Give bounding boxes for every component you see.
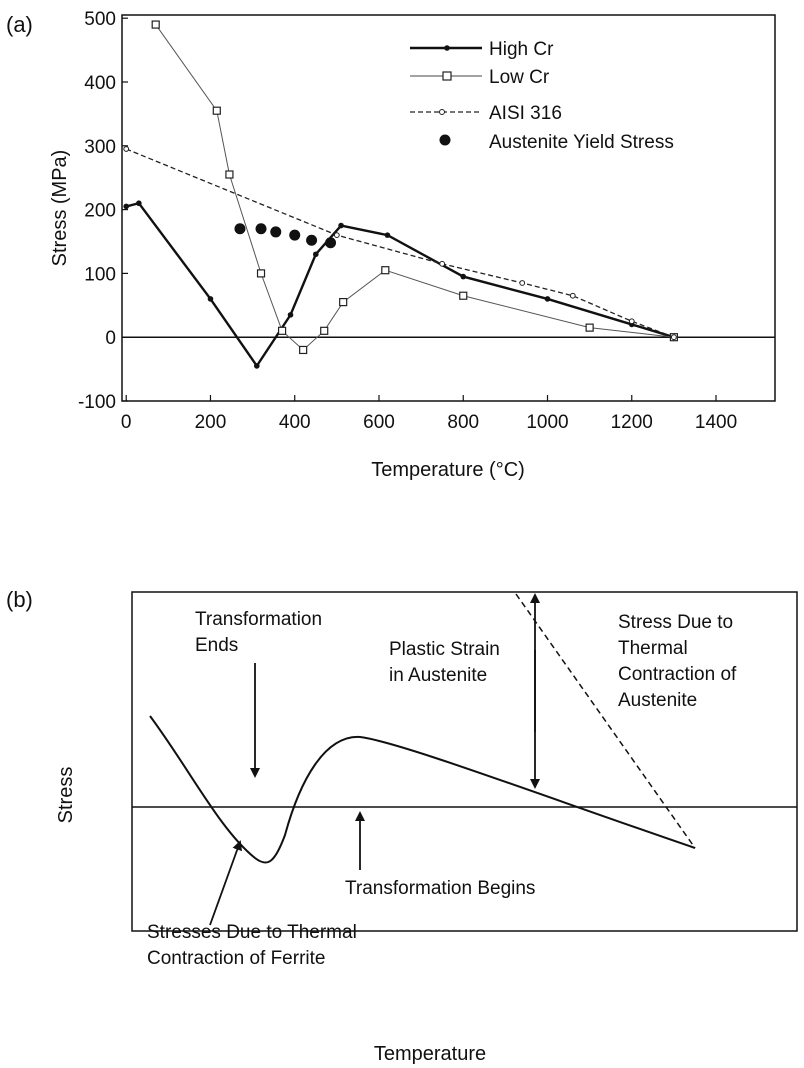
data-point-low-cr — [212, 106, 221, 115]
data-point-high-cr — [207, 296, 214, 302]
annotation-thermal-austenite-4: Austenite — [618, 690, 697, 711]
plot-area — [123, 20, 678, 369]
data-point-low-cr — [459, 291, 468, 300]
data-point-austenite-yield-stress — [270, 226, 282, 238]
panel-a-label: (a) — [6, 12, 33, 37]
series-low-cr — [151, 20, 678, 355]
data-point-aisi-316 — [628, 318, 635, 325]
data-point-aisi-316 — [439, 260, 446, 267]
y-tick-label: -100 — [78, 392, 116, 413]
annotation-plastic-strain-2: in Austenite — [389, 665, 487, 686]
annotation-thermal-austenite-2: Thermal — [618, 638, 688, 659]
x-tick-label: 800 — [447, 412, 479, 433]
legend-aisi-316-marker — [439, 109, 445, 115]
data-point-austenite-yield-stress — [306, 234, 318, 246]
legend-low-cr: Low Cr — [489, 67, 550, 88]
series-line-low-cr — [155, 24, 674, 351]
panel-a-frame — [121, 14, 776, 402]
panel-b-label: (b) — [6, 587, 33, 612]
panel-b-frame — [131, 591, 798, 932]
data-point-low-cr — [585, 323, 594, 332]
legend-aisi-316: AISI 316 — [489, 103, 562, 124]
data-point-high-cr — [136, 200, 142, 207]
y-axis: -100 0 100 200 300 400 500 — [78, 9, 128, 413]
data-point-low-cr — [339, 298, 348, 307]
data-point-high-cr — [384, 232, 391, 238]
data-point-high-cr — [123, 203, 130, 210]
data-point-aisi-316 — [123, 146, 130, 152]
annotation-thermal-ferrite-2: Contraction of Ferrite — [147, 948, 325, 969]
y-tick-label: 400 — [84, 73, 116, 94]
legend-high-cr: High Cr — [489, 39, 554, 60]
annotation-transformation-ends-1: Transformation — [195, 609, 322, 630]
data-point-low-cr — [225, 170, 234, 179]
data-point-low-cr — [151, 20, 160, 29]
data-point-low-cr — [256, 269, 266, 278]
data-point-aisi-316 — [569, 292, 576, 299]
data-point-high-cr — [338, 222, 344, 229]
data-point-high-cr — [460, 273, 467, 280]
legend: High Cr Low Cr AISI 316 Austenite Yield … — [410, 39, 674, 153]
panel-b-y-axis-title: Stress — [55, 767, 77, 824]
x-tick-label: 0 — [121, 412, 132, 433]
data-point-low-cr — [277, 326, 287, 335]
y-tick-label: 300 — [84, 137, 116, 158]
data-point-austenite-yield-stress — [289, 229, 301, 241]
y-tick-label: 0 — [105, 328, 116, 349]
panel-b: (b) Transformation Ends Plastic Strain i… — [6, 587, 798, 1065]
annotation-transformation-ends-2: Ends — [195, 635, 238, 656]
x-tick-label: 600 — [363, 412, 395, 433]
annotation-transformation-begins: Transformation Begins — [345, 878, 535, 899]
data-point-low-cr — [320, 326, 329, 335]
data-point-austenite-yield-stress — [255, 223, 267, 235]
annotation-thermal-ferrite-1: Stresses Due to Thermal — [147, 922, 357, 943]
ferrite-contraction-arrow — [209, 840, 242, 926]
x-tick-label: 200 — [195, 412, 227, 433]
stress-curve — [149, 715, 696, 864]
y-axis-title: Stress (MPa) — [49, 150, 71, 267]
legend-austenite-yield: Austenite Yield Stress — [489, 132, 674, 153]
series-high-cr — [123, 200, 677, 369]
series-line-high-cr — [125, 201, 675, 369]
series-aisi-316 — [123, 146, 677, 341]
legend-high-cr-marker — [444, 45, 450, 51]
panel-a: (a) 0 200 400 600 800 1000 1200 1400 -100010020… — [6, 9, 776, 481]
data-point-austenite-yield-stress — [234, 223, 246, 235]
data-point-aisi-316 — [519, 280, 526, 286]
legend-low-cr-marker — [442, 71, 452, 81]
y-tick-label: 200 — [84, 201, 116, 222]
legend-austenite-yield-marker — [439, 134, 451, 146]
data-point-low-cr — [299, 345, 308, 355]
y-tick-label: 500 — [84, 9, 116, 30]
data-point-low-cr — [381, 266, 390, 275]
data-point-high-cr — [312, 251, 319, 258]
series-austenite-yield-stress — [234, 223, 337, 249]
data-point-high-cr — [287, 312, 294, 318]
y-tick-label: 100 — [84, 264, 116, 285]
x-tick-label: 1200 — [611, 412, 653, 433]
x-axis: 0 200 400 600 800 1000 1200 1400 — [121, 395, 737, 433]
data-point-aisi-316 — [670, 334, 677, 341]
x-tick-label: 400 — [279, 412, 311, 433]
data-point-high-cr — [544, 296, 551, 302]
annotation-thermal-austenite-3: Contraction of — [618, 664, 737, 685]
annotation-thermal-austenite-1: Stress Due to — [618, 612, 733, 633]
data-point-aisi-316 — [333, 232, 340, 239]
panel-b-x-axis-title: Temperature — [374, 1043, 486, 1065]
x-tick-label: 1000 — [526, 412, 568, 433]
x-axis-title: Temperature (°C) — [371, 459, 525, 481]
data-point-austenite-yield-stress — [325, 237, 337, 249]
austenite-contraction-line — [515, 593, 696, 849]
data-point-high-cr — [254, 363, 260, 369]
annotation-plastic-strain-1: Plastic Strain — [389, 639, 500, 660]
x-tick-label: 1400 — [695, 412, 737, 433]
